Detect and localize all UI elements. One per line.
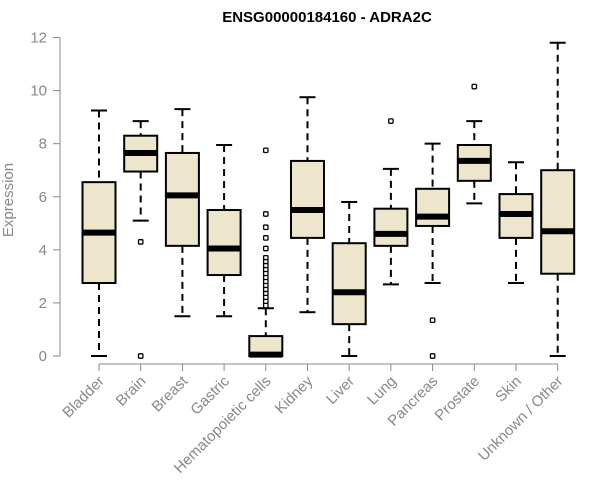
outlier-point [388, 118, 394, 124]
box-group [415, 142, 451, 359]
box-group [540, 41, 576, 357]
x-tick-label: Skin [492, 373, 525, 406]
iqr-box [373, 207, 409, 247]
x-tick-label: Kidney [272, 372, 317, 417]
box-group [373, 118, 409, 286]
chart-title: ENSG00000184160 - ADRA2C [222, 9, 432, 26]
x-tick-label: Lung [364, 373, 400, 409]
x-tick-label: Brain [113, 373, 150, 410]
box-group [456, 83, 492, 205]
outlier-point [262, 147, 269, 154]
outlier-point [262, 245, 269, 252]
y-tick-label: 0 [39, 348, 47, 365]
x-tick-label: Bladder [59, 373, 108, 422]
x-tick-label: Prostate [432, 373, 484, 425]
box-group [248, 147, 284, 358]
outlier-point [262, 302, 269, 309]
box-group [206, 143, 242, 318]
box-group [81, 109, 117, 357]
iqr-box [290, 159, 325, 239]
iqr-box [164, 151, 200, 247]
box-group [290, 96, 325, 314]
outlier-point [262, 235, 269, 241]
box-group [123, 120, 159, 359]
iqr-box [206, 209, 242, 277]
outlier-point [262, 211, 269, 217]
box-group [498, 161, 534, 285]
y-axis: 0 2 4 6 8 10 12 [30, 30, 61, 365]
iqr-box [331, 242, 367, 326]
iqr-box [415, 187, 451, 227]
outlier-point [429, 317, 436, 324]
outlier-point [137, 239, 144, 245]
box-group [164, 108, 200, 318]
iqr-box [540, 169, 576, 275]
outlier-point [429, 353, 436, 359]
outlier-point [471, 83, 478, 90]
y-tick-label: 10 [30, 83, 47, 100]
outlier-point [262, 224, 269, 231]
y-tick-label: 6 [39, 189, 47, 206]
y-tick-label: 4 [39, 242, 47, 259]
x-tick-label: Breast [149, 372, 192, 415]
y-axis-label: Expression [0, 163, 17, 237]
y-tick-label: 2 [39, 295, 47, 312]
y-tick-label: 12 [30, 30, 47, 47]
box-group [331, 201, 367, 357]
outlier-point [137, 353, 144, 359]
x-tick-label: Liver [323, 373, 358, 408]
plot-area [81, 41, 576, 359]
y-tick-label: 8 [39, 136, 47, 153]
